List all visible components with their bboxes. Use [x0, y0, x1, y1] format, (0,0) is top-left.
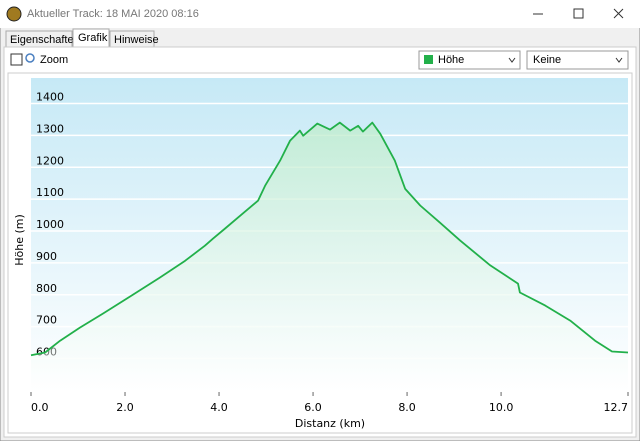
y-tick-label: 1100	[36, 186, 64, 199]
zoom-checkbox[interactable]	[10, 53, 23, 66]
y-tick-label: 800	[36, 282, 57, 295]
x-tick-label: 8.0	[398, 401, 416, 414]
y-tick-label: 900	[36, 250, 57, 263]
tab-bar: Eigenschaften Grafik Hinweise	[5, 28, 159, 49]
zoom-icon	[25, 53, 35, 63]
y-axis-title: Höhe (m)	[13, 214, 26, 266]
y-tick-label: 700	[36, 314, 57, 327]
zoom-label[interactable]: Zoom	[40, 54, 68, 66]
chart: 600700800900100011001200130014000.02.04.…	[30, 91, 629, 414]
series-swatch	[424, 55, 433, 64]
maximize-button[interactable]	[573, 8, 584, 19]
y-tick-label: 1200	[36, 154, 64, 167]
dropdown-text[interactable]: Keine	[533, 54, 561, 66]
dropdown-arrow	[615, 57, 623, 63]
elevation-line	[30, 121, 629, 357]
x-tick-label: 4.0	[210, 401, 228, 414]
tab-label[interactable]: Eigenschaften	[10, 34, 80, 46]
dropdown-text[interactable]: Höhe	[438, 54, 464, 66]
dropdown-arrow	[508, 57, 516, 63]
x-tick-label: 0.0	[31, 401, 49, 414]
second-dropdown[interactable]	[526, 50, 629, 70]
app-icon	[6, 6, 22, 22]
x-axis-title: Distanz (km)	[295, 417, 365, 430]
y-tick-label: 1300	[36, 122, 64, 135]
x-tick-label: 12.7	[604, 401, 629, 414]
window-title: Aktueller Track: 18 MAI 2020 08:16	[27, 8, 199, 20]
tab-label[interactable]: Hinweise	[114, 34, 159, 46]
x-tick-label: 2.0	[116, 401, 134, 414]
y-tick-label: 1000	[36, 218, 64, 231]
y-tick-label: 1400	[36, 91, 64, 104]
close-button[interactable]	[613, 8, 624, 19]
tab-label[interactable]: Grafik	[78, 32, 108, 44]
area	[31, 122, 628, 392]
x-tick-label: 10.0	[489, 401, 514, 414]
x-tick-label: 6.0	[304, 401, 322, 414]
series-dropdown[interactable]	[418, 50, 521, 70]
